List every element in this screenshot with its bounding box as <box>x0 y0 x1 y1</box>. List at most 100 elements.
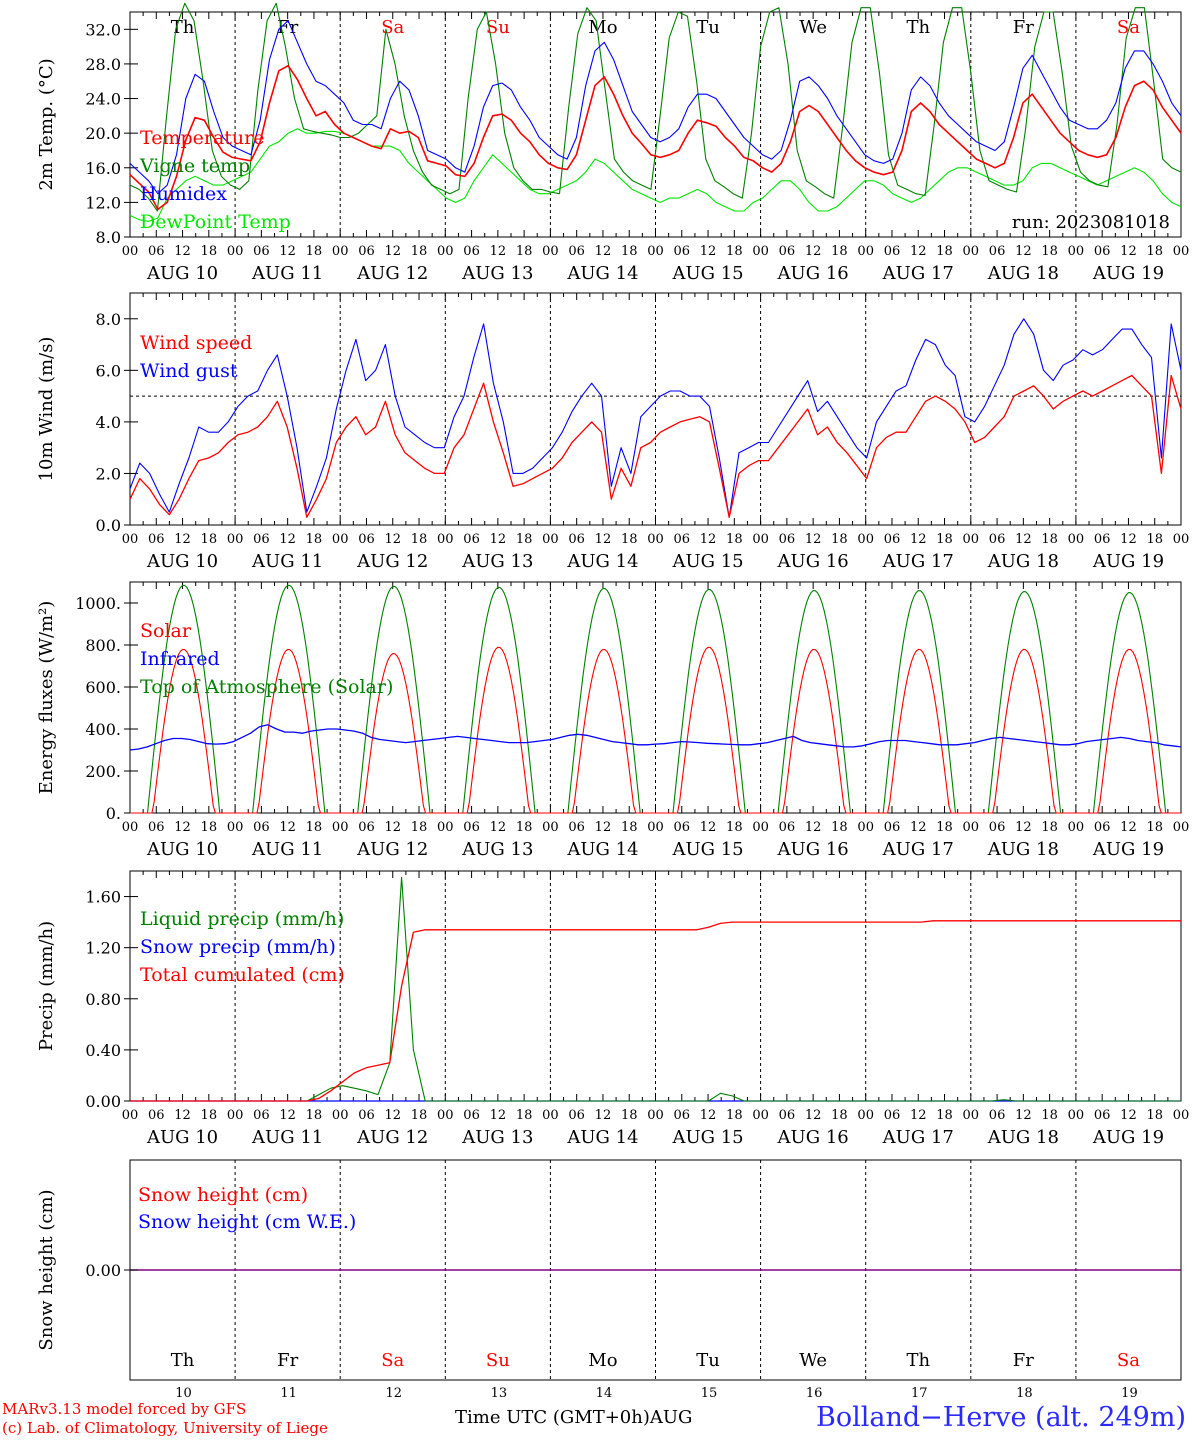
y-tick-label: 32.0 <box>85 20 121 39</box>
hour-tick-label: 12 <box>279 244 296 259</box>
date-label: AUG 16 <box>777 263 849 284</box>
hour-tick-label: 00 <box>437 244 454 259</box>
hour-tick-label: 18 <box>1041 1108 1058 1123</box>
hour-tick-label: 06 <box>1094 244 1111 259</box>
y-tick-label: 8.0 <box>96 310 121 329</box>
weekday-label: Th <box>906 1350 930 1371</box>
hour-tick-label: 06 <box>463 532 480 547</box>
hour-tick-label: 18 <box>1041 820 1058 835</box>
hour-tick-label: 06 <box>1094 532 1111 547</box>
hour-tick-label: 12 <box>1120 820 1137 835</box>
legend-entry: Snow height (cm W.E.) <box>138 1211 356 1233</box>
hour-tick-label: 00 <box>122 244 139 259</box>
hour-tick-label: 06 <box>148 1108 165 1123</box>
hour-tick-label: 12 <box>910 244 927 259</box>
date-label: AUG 17 <box>882 839 954 860</box>
date-label: AUG 12 <box>356 551 428 572</box>
hour-tick-label: 06 <box>1094 820 1111 835</box>
legend-entry: Liquid precip (mm/h) <box>140 908 344 930</box>
day-number-label: 14 <box>596 1386 613 1400</box>
hour-tick-label: 12 <box>595 532 612 547</box>
hour-tick-label: 06 <box>779 1108 796 1123</box>
hour-tick-label: 12 <box>805 820 822 835</box>
y-tick-label: 8.0 <box>96 228 121 247</box>
hour-tick-label: 00 <box>122 532 139 547</box>
date-label: AUG 10 <box>146 1127 218 1148</box>
hour-tick-label: 00 <box>1068 532 1085 547</box>
date-label: AUG 17 <box>882 551 954 572</box>
hour-tick-label: 18 <box>936 1108 953 1123</box>
hour-tick-label: 06 <box>779 244 796 259</box>
hour-tick-label: 12 <box>1015 532 1032 547</box>
day-number-label: 10 <box>175 1386 192 1400</box>
weekday-label: Sa <box>1117 17 1140 38</box>
hour-tick-label: 06 <box>884 1108 901 1123</box>
legend-entry: Top of Atmosphere (Solar) <box>140 676 393 698</box>
hour-tick-label: 06 <box>358 820 375 835</box>
hour-tick-label: 12 <box>700 244 717 259</box>
date-label: AUG 11 <box>251 263 323 284</box>
series-line-2 <box>129 20 1182 195</box>
hour-tick-label: 06 <box>568 1108 585 1123</box>
hour-tick-label: 12 <box>279 532 296 547</box>
hour-tick-label: 18 <box>1041 532 1058 547</box>
hour-tick-label: 06 <box>463 244 480 259</box>
hour-tick-label: 18 <box>936 532 953 547</box>
weekday-label: Fr <box>1013 17 1034 38</box>
y-tick-label: 16.0 <box>85 159 121 178</box>
hour-tick-label: 12 <box>490 532 507 547</box>
y-tick-label: 1.60 <box>85 888 121 907</box>
panel-4: 00 06 12 18 AUG 10 00 06 12 18 AUG 11 00 06 12 18 AUG … <box>36 870 1189 1148</box>
hour-tick-label: 00 <box>752 244 769 259</box>
hour-tick-label: 00 <box>227 1108 244 1123</box>
hour-tick-label: 06 <box>148 244 165 259</box>
hour-tick-label: 18 <box>201 820 218 835</box>
hour-tick-label: 06 <box>884 820 901 835</box>
hour-tick-label: 06 <box>463 1108 480 1123</box>
weekday-label: Sa <box>381 17 404 38</box>
legend-entry: Infrared <box>140 648 220 670</box>
weekday-label: Sa <box>1117 1350 1140 1371</box>
series-line-0 <box>129 64 1182 211</box>
date-label: AUG 16 <box>777 551 849 572</box>
hour-tick-label: 18 <box>1146 820 1163 835</box>
hour-tick-label: 18 <box>411 244 428 259</box>
weekday-label: We <box>799 17 827 38</box>
date-label: AUG 13 <box>461 263 533 284</box>
hour-tick-label: 00 <box>227 820 244 835</box>
panel-5: 0.00 Snow height (cm) Snow height (cm) Snow… <box>36 1159 1182 1400</box>
hour-tick-label: 18 <box>516 820 533 835</box>
hour-tick-label: 06 <box>253 532 270 547</box>
date-label: AUG 19 <box>1092 1127 1164 1148</box>
hour-tick-label: 18 <box>726 820 743 835</box>
hour-tick-label: 12 <box>1015 244 1032 259</box>
hour-tick-label: 12 <box>700 820 717 835</box>
hour-tick-label: 18 <box>621 1108 638 1123</box>
hour-tick-label: 12 <box>490 820 507 835</box>
date-label: AUG 11 <box>251 551 323 572</box>
hour-tick-label: 00 <box>542 532 559 547</box>
hour-tick-label: 12 <box>1120 244 1137 259</box>
hour-tick-label: 18 <box>411 532 428 547</box>
hour-tick-label: 06 <box>358 244 375 259</box>
hour-tick-label: 12 <box>490 244 507 259</box>
weekday-label: Su <box>486 17 510 38</box>
series-line-solar <box>130 646 1181 814</box>
y-tick-label: 1.20 <box>85 939 121 958</box>
hour-tick-label: 12 <box>384 820 401 835</box>
date-label: AUG 11 <box>251 839 323 860</box>
hour-tick-label: 00 <box>963 532 980 547</box>
hour-tick-label: 06 <box>779 532 796 547</box>
hour-tick-label: 12 <box>490 1108 507 1123</box>
y-tick-label: 24.0 <box>85 90 121 109</box>
date-label: AUG 19 <box>1092 263 1164 284</box>
series-line-1 <box>129 2 1182 212</box>
hour-tick-label: 00 <box>1068 244 1085 259</box>
y-tick-label: 28.0 <box>85 55 121 74</box>
hour-tick-label: 12 <box>1015 1108 1032 1123</box>
hour-tick-label: 00 <box>542 244 559 259</box>
hour-tick-label: 06 <box>989 532 1006 547</box>
hour-tick-label: 18 <box>516 244 533 259</box>
hour-tick-label: 18 <box>621 532 638 547</box>
hour-tick-label: 06 <box>253 244 270 259</box>
